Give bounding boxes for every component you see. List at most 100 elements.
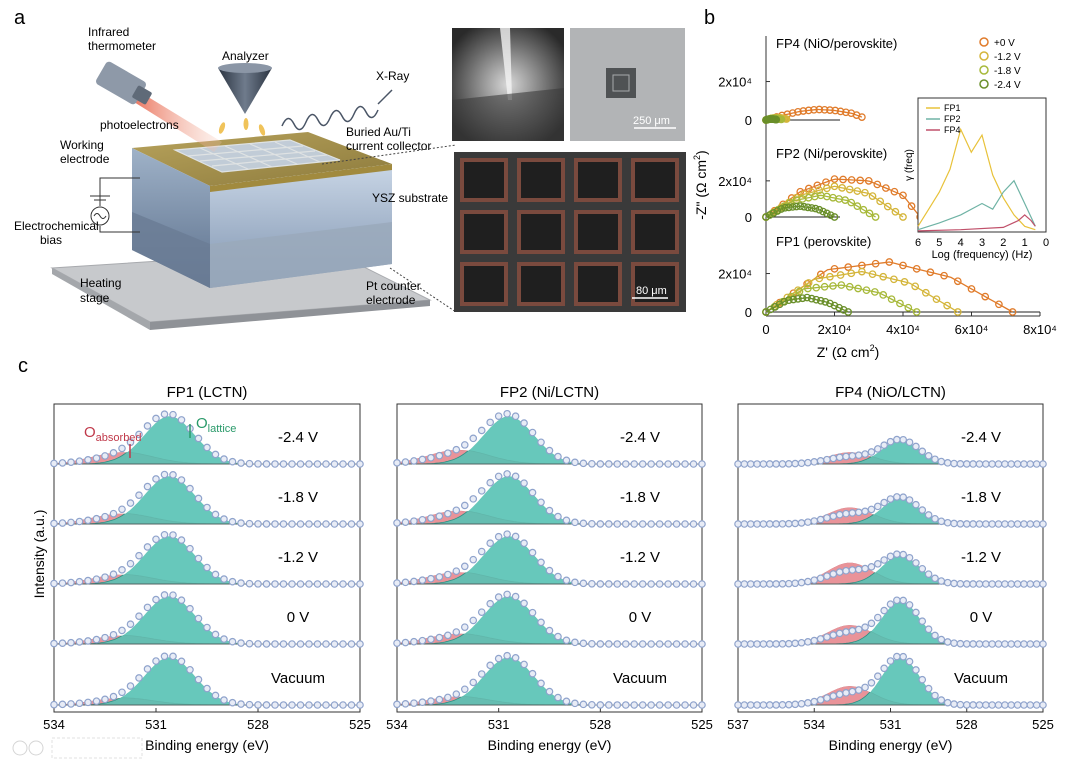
xps-data-point [160,410,169,419]
nyquist-data-point [815,186,824,195]
xps-condition-label: -2.4 V [961,429,1001,446]
label-pt-electrode: electrode [366,293,416,307]
xps-data-point [880,441,888,449]
xps-data-point [143,482,152,491]
label-analyzer: Analyzer [222,49,269,63]
nyquist-data [762,105,1017,316]
nyquist-data-point [804,203,812,212]
xps-data-point [203,684,211,693]
xps-data-point [126,559,135,568]
nyquist-subplot-title: FP1 (perovskite) [776,234,871,249]
xps-data-point [528,428,537,437]
xps-data-point [873,560,882,568]
xps-data-point [562,697,571,706]
nyquist-data-point [940,271,948,280]
xps-panel: FP1 (LCTN) 534 531 528 525 Binding energy (eV… [43,384,371,753]
xps-x-tick-label: 537 [727,717,749,732]
xps-data-point [931,514,939,523]
xps-data-point [588,700,596,709]
xps-data-point [118,626,126,635]
xps-data-point [1026,520,1035,528]
xps-data-point [418,636,427,645]
xps-data-point [305,580,313,588]
xps-data-point [279,640,288,648]
nyquist-data-point [772,115,781,124]
nyquist-data-point [830,264,839,273]
xps-data-point [937,635,946,644]
xps-data-point [545,626,554,635]
xps-data-point [118,444,126,453]
nyquist-y-tick-label: 2x10⁴ [718,174,752,189]
xps-data-point [772,460,780,468]
xps-data-point [245,579,254,588]
nyquist-data-point [844,308,853,316]
legend-label: -1.2 V [994,52,1021,63]
xps-data-point [356,640,364,648]
xps-data-point [924,511,933,519]
xps-data-point [50,639,58,648]
xps-data-point [1032,520,1041,528]
xps-data-point [477,670,486,678]
xps-data-point [152,475,160,483]
xps-data-point [452,445,461,454]
label-collector: current collector [346,139,431,153]
xps-data-point [220,515,228,523]
xps-data-point [810,517,819,525]
nyquist-data-point [773,207,782,215]
xps-data-point [203,563,211,572]
xps-data-point [67,458,75,466]
xps-data-point [689,701,698,709]
xps-data-point [109,449,118,457]
xps-data-point [1007,460,1016,468]
xps-data-point [630,580,639,588]
xps-data-point [537,558,545,567]
xps-data-point [848,566,857,574]
xps-data-point [579,639,588,648]
xps-data-point [211,630,220,639]
xps-data-point [444,509,452,518]
xps-data-point [943,698,952,707]
nyquist-y-tick-label: 2x10⁴ [718,267,752,282]
xps-data-point [67,518,75,527]
xps-data-point [58,639,67,648]
xps-data-point [271,580,279,588]
xps-data-point [605,640,613,648]
xps-data-point [982,460,990,468]
nyquist-data-point [871,259,880,268]
xps-data-point [886,552,895,561]
nyquist-data-point [842,108,850,117]
xps-data-point [322,701,330,709]
xps-data-point [220,696,228,704]
xps-data-point [899,550,908,559]
xps-data-point [765,701,774,709]
xps-data-point [931,631,939,640]
nyquist-data-point [879,272,888,281]
xps-data-point [988,701,996,709]
xps-data-point [84,516,92,525]
xps-data-point [848,452,857,460]
xps-data-point [520,479,528,487]
xps-data-point [861,507,869,516]
xps-data-point [1026,640,1035,648]
xps-data-point [330,580,339,588]
xps-data-point [778,460,787,468]
xps-data-point [893,435,901,444]
xps-data-point [596,580,605,588]
xps-panel-title: FP2 (Ni/LCTN) [500,384,599,401]
xps-data-point [313,580,322,588]
xps-data-point [305,640,313,648]
nyquist-data-point [826,299,834,308]
nyquist-data-point [830,175,839,183]
xps-data-point [228,698,237,707]
xps-data-point [322,640,330,648]
xps-data-point [797,578,806,587]
xps-data-point [1020,580,1028,588]
xps-data-point [804,699,812,707]
xps-data-point [460,441,469,449]
xps-data-point [50,579,58,588]
xps-data-point [804,638,812,646]
xps-data-point [135,491,143,500]
xps-data-point [689,640,698,648]
xps-data-point [135,430,143,439]
